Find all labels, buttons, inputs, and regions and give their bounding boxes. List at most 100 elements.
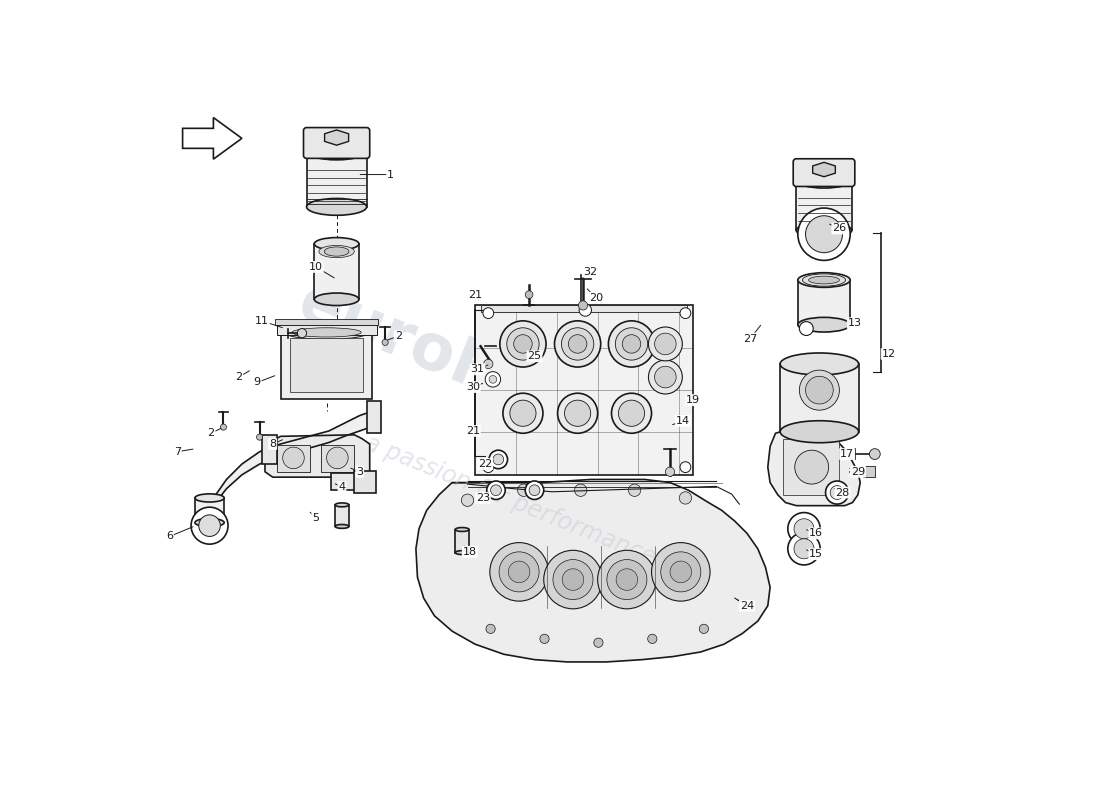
Text: 27: 27 xyxy=(742,334,757,343)
Circle shape xyxy=(486,481,505,499)
Text: 17: 17 xyxy=(840,449,855,459)
Polygon shape xyxy=(208,410,375,521)
Circle shape xyxy=(869,449,880,459)
Circle shape xyxy=(574,484,587,496)
Text: 2: 2 xyxy=(235,372,242,382)
Bar xyxy=(262,435,277,464)
Circle shape xyxy=(543,550,603,609)
Ellipse shape xyxy=(796,222,851,238)
Circle shape xyxy=(607,559,647,599)
Circle shape xyxy=(554,321,601,367)
Circle shape xyxy=(529,485,540,496)
Circle shape xyxy=(648,360,682,394)
Bar xyxy=(290,338,363,392)
Circle shape xyxy=(594,638,603,647)
Bar xyxy=(331,474,356,490)
Circle shape xyxy=(788,533,821,565)
Text: 29: 29 xyxy=(850,466,865,477)
Text: 4: 4 xyxy=(339,482,345,492)
Ellipse shape xyxy=(324,247,349,256)
Circle shape xyxy=(297,329,307,338)
Bar xyxy=(277,445,310,472)
Circle shape xyxy=(616,569,638,590)
Circle shape xyxy=(553,559,593,599)
Circle shape xyxy=(490,450,507,469)
Ellipse shape xyxy=(796,173,851,188)
Bar xyxy=(780,364,859,432)
Polygon shape xyxy=(183,118,242,159)
Circle shape xyxy=(651,542,711,601)
Circle shape xyxy=(510,400,536,426)
Text: 21: 21 xyxy=(469,290,482,300)
Circle shape xyxy=(680,462,691,473)
Ellipse shape xyxy=(292,328,361,337)
Text: 16: 16 xyxy=(810,528,823,538)
Text: 20: 20 xyxy=(588,293,603,302)
Ellipse shape xyxy=(319,246,354,258)
Circle shape xyxy=(597,550,656,609)
Circle shape xyxy=(700,624,708,634)
Ellipse shape xyxy=(315,238,359,250)
Circle shape xyxy=(608,321,654,367)
Circle shape xyxy=(514,334,532,353)
Bar xyxy=(321,445,353,472)
Circle shape xyxy=(680,492,692,504)
Bar xyxy=(482,306,686,311)
Text: 11: 11 xyxy=(255,316,268,326)
Circle shape xyxy=(490,375,497,383)
Circle shape xyxy=(493,454,504,465)
Circle shape xyxy=(525,291,532,298)
Circle shape xyxy=(220,424,227,430)
Text: 30: 30 xyxy=(466,382,480,392)
Text: 14: 14 xyxy=(676,416,690,426)
Ellipse shape xyxy=(803,274,846,286)
Circle shape xyxy=(618,400,645,426)
Bar xyxy=(783,439,838,495)
Circle shape xyxy=(490,542,548,601)
Circle shape xyxy=(654,333,676,354)
Circle shape xyxy=(483,462,494,473)
Circle shape xyxy=(830,486,844,499)
Circle shape xyxy=(518,484,530,496)
Text: a passion for performance: a passion for performance xyxy=(361,430,659,570)
Circle shape xyxy=(327,447,348,469)
Circle shape xyxy=(484,359,493,369)
Bar xyxy=(354,471,376,493)
Bar xyxy=(336,505,349,526)
Circle shape xyxy=(628,484,640,496)
Text: 31: 31 xyxy=(471,364,484,374)
Polygon shape xyxy=(265,435,370,477)
Circle shape xyxy=(256,434,263,440)
Circle shape xyxy=(486,624,495,634)
Circle shape xyxy=(661,552,701,592)
Ellipse shape xyxy=(780,353,859,375)
Bar xyxy=(307,151,366,207)
Bar xyxy=(475,306,693,475)
Circle shape xyxy=(569,334,586,353)
Ellipse shape xyxy=(798,318,850,332)
Text: 10: 10 xyxy=(309,262,322,272)
Bar xyxy=(315,244,359,299)
Circle shape xyxy=(283,447,305,469)
Text: 1: 1 xyxy=(387,170,394,179)
Ellipse shape xyxy=(315,293,359,306)
Text: 25: 25 xyxy=(527,351,541,362)
Circle shape xyxy=(800,322,813,335)
Circle shape xyxy=(499,552,539,592)
Circle shape xyxy=(491,485,502,496)
Ellipse shape xyxy=(336,525,349,528)
Circle shape xyxy=(666,467,674,476)
Text: 23: 23 xyxy=(476,493,490,503)
Circle shape xyxy=(579,304,592,316)
Text: 2: 2 xyxy=(208,428,214,438)
Circle shape xyxy=(798,208,850,260)
Text: 19: 19 xyxy=(686,395,701,405)
Ellipse shape xyxy=(808,276,839,284)
Circle shape xyxy=(680,308,691,318)
Text: 9: 9 xyxy=(254,378,261,387)
Bar xyxy=(282,329,372,399)
Circle shape xyxy=(648,327,682,361)
Ellipse shape xyxy=(195,494,224,502)
Text: 7: 7 xyxy=(174,446,180,457)
Ellipse shape xyxy=(284,326,368,339)
